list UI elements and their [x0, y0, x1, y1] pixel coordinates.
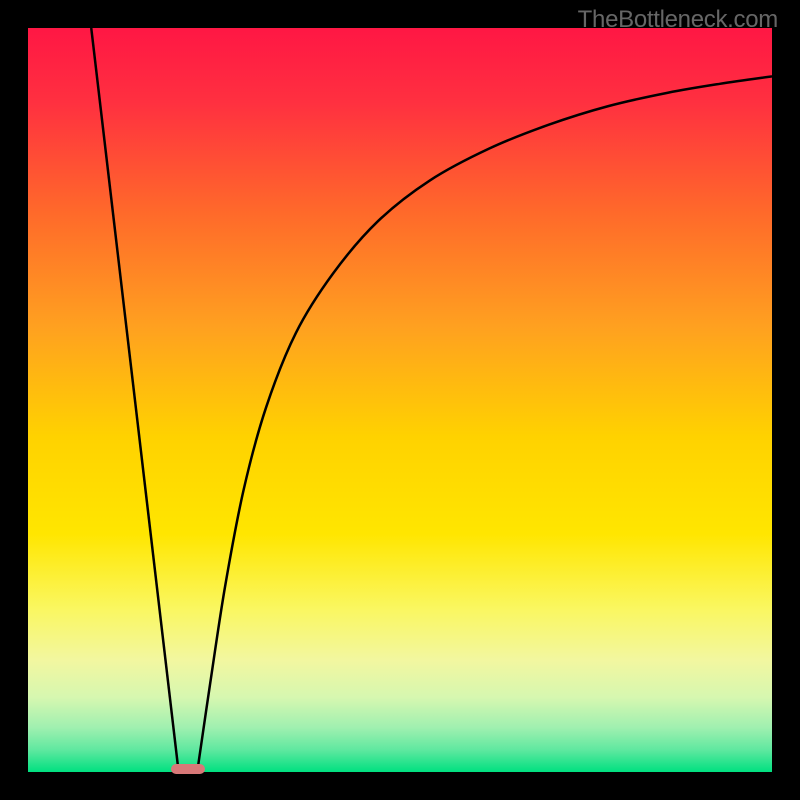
- chart-container: TheBottleneck.com: [0, 0, 800, 800]
- bottleneck-marker: [171, 764, 204, 774]
- curve-line: [28, 28, 772, 772]
- plot-area: [28, 28, 772, 772]
